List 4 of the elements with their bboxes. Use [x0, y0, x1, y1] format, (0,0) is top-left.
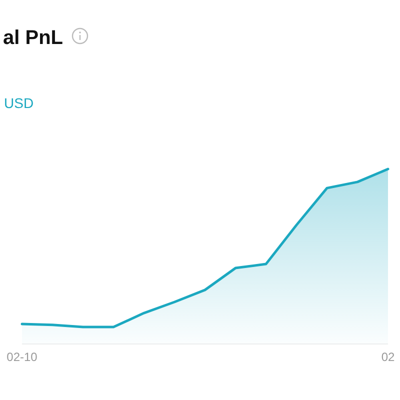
y-axis-title: USD — [4, 95, 34, 111]
x-tick-label: 02-10 — [6, 350, 38, 364]
x-tick-label: 02 — [381, 350, 395, 364]
chart-title: al PnL — [3, 27, 64, 49]
